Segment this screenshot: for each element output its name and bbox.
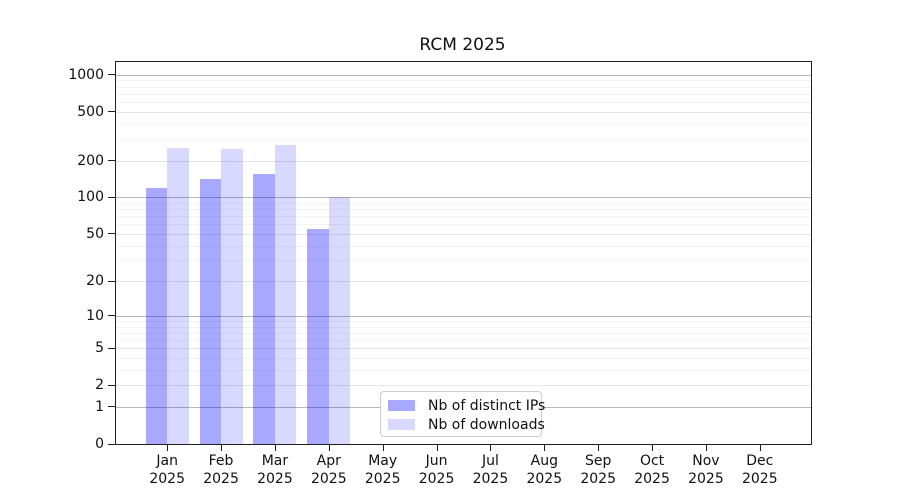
- legend-item-downloads: Nb of downloads: [388, 415, 545, 434]
- x-tick-label-nov: Nov 2025: [688, 453, 724, 487]
- gridline-50: [116, 233, 811, 235]
- gridline-minor: [116, 86, 811, 88]
- x-tick-dec: [759, 445, 761, 451]
- x-tick-may: [382, 445, 384, 451]
- gridline-minor: [116, 260, 811, 262]
- y-tick-5: [108, 347, 115, 349]
- y-tick-label-0: 0: [95, 436, 104, 452]
- y-tick-10: [108, 315, 115, 317]
- bar-ips-jan: [145, 188, 168, 444]
- x-tick-jul: [490, 445, 492, 451]
- bar-ips-mar: [253, 174, 275, 444]
- y-tick-100: [108, 196, 115, 198]
- gridline-minor: [116, 216, 811, 218]
- x-tick-label-oct: Oct 2025: [634, 453, 670, 487]
- y-tick-label-200: 200: [77, 152, 104, 169]
- y-tick-1000: [108, 74, 115, 76]
- bar-ips-apr: [307, 228, 329, 444]
- x-tick-label-sep: Sep 2025: [580, 453, 616, 487]
- gridline-minor: [116, 138, 811, 140]
- bar-downloads-mar: [274, 145, 297, 444]
- gridline-minor: [116, 123, 811, 125]
- gridline-500: [116, 111, 811, 113]
- legend-label-downloads: Nb of downloads: [428, 416, 545, 433]
- y-tick-label-500: 500: [77, 103, 104, 120]
- y-tick-label-20: 20: [86, 273, 104, 290]
- y-tick-label-10: 10: [86, 307, 104, 324]
- gridline-minor: [116, 202, 811, 204]
- gridline-minor: [116, 320, 811, 322]
- x-tick-label-feb: Feb 2025: [203, 453, 239, 487]
- x-tick-jun: [436, 445, 438, 451]
- y-tick-500: [108, 111, 115, 113]
- gridline-minor: [116, 357, 811, 359]
- x-tick-nov: [705, 445, 707, 451]
- y-tick-label-5: 5: [95, 340, 104, 357]
- x-tick-label-jul: Jul 2025: [472, 453, 509, 487]
- y-tick-200: [108, 160, 115, 162]
- gridline-minor: [116, 93, 811, 95]
- bar-ips-feb: [199, 178, 222, 444]
- gridline-1000: [116, 74, 811, 76]
- x-tick-label-dec: Dec 2025: [741, 453, 778, 487]
- y-tick-label-50: 50: [86, 225, 104, 242]
- gridline-minor: [116, 102, 811, 104]
- gridline-minor: [116, 224, 811, 226]
- y-tick-label-1000: 1000: [68, 66, 104, 83]
- y-tick-1: [108, 406, 115, 408]
- y-tick-0: [108, 443, 115, 445]
- gridline-minor: [116, 245, 811, 247]
- x-tick-apr: [328, 445, 330, 451]
- x-tick-feb: [221, 445, 223, 451]
- gridline-minor: [116, 80, 811, 82]
- legend-item-distinct-ips: Nb of distinct IPs: [388, 396, 545, 415]
- gridline-100: [116, 197, 811, 199]
- legend-swatch-downloads: [388, 419, 415, 430]
- gridline-10: [116, 315, 811, 317]
- legend-swatch-distinct-ips: [388, 400, 415, 411]
- x-tick-mar: [274, 445, 276, 451]
- x-tick-aug: [544, 445, 546, 451]
- gridline-5: [116, 348, 811, 350]
- y-tick-20: [108, 280, 115, 282]
- x-tick-label-apr: Apr 2025: [310, 453, 347, 487]
- plot-area: 0 1 2 5 10 20 50 100 200 500 1000 Jan 2025 Feb 2025 M…: [68, 61, 812, 487]
- legend-label-distinct-ips: Nb of distinct IPs: [428, 397, 546, 414]
- x-tick-jan: [167, 445, 169, 451]
- chart-title: RCM 2025: [419, 35, 506, 55]
- bar-downloads-feb: [221, 149, 243, 444]
- bar-downloads-jan: [167, 147, 189, 444]
- x-tick-label-may: May 2025: [364, 453, 401, 487]
- gridline-minor: [116, 209, 811, 211]
- gridline-2: [116, 385, 811, 387]
- gridline-20: [116, 281, 811, 283]
- x-tick-label-jan: Jan 2025: [149, 453, 185, 487]
- gridline-minor: [116, 369, 811, 371]
- x-tick-label-jun: Jun 2025: [418, 453, 455, 487]
- x-tick-label-aug: Aug 2025: [526, 453, 563, 487]
- gridline-minor: [116, 332, 811, 334]
- y-tick-label-2: 2: [95, 377, 104, 394]
- y-tick-label-1: 1: [95, 398, 104, 415]
- legend: Nb of distinct IPs Nb of downloads: [380, 391, 545, 437]
- x-tick-sep: [598, 445, 600, 451]
- gridline-minor: [116, 326, 811, 328]
- gridline-200: [116, 160, 811, 162]
- x-tick-oct: [652, 445, 654, 451]
- y-tick-label-100: 100: [77, 189, 104, 206]
- bar-downloads-apr: [328, 197, 351, 444]
- y-tick-2: [108, 384, 115, 386]
- x-tick-label-mar: Mar 2025: [257, 453, 293, 487]
- y-tick-50: [108, 233, 115, 235]
- gridline-minor: [116, 340, 811, 341]
